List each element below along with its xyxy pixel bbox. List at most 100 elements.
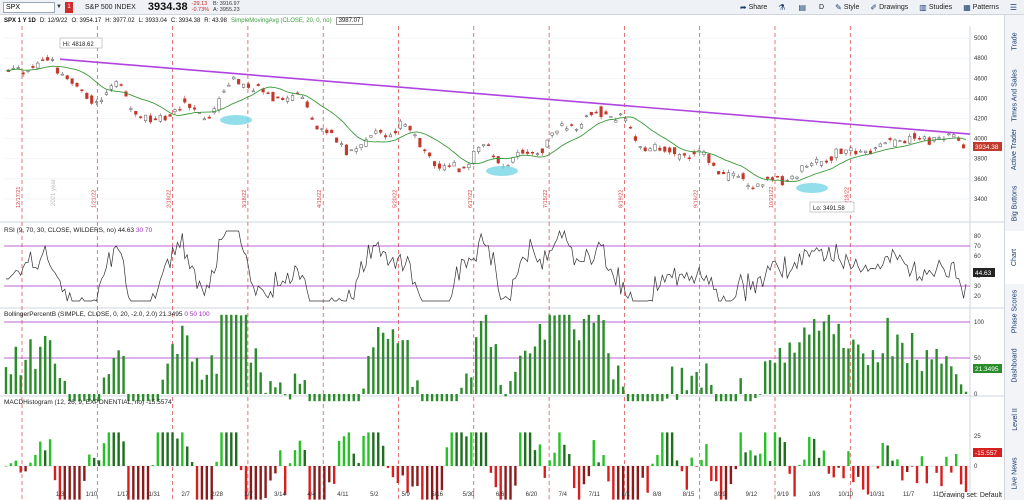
candle-body <box>315 125 319 130</box>
candle-body <box>246 83 250 88</box>
side-tab-chart[interactable]: Chart <box>1005 230 1024 285</box>
print-button[interactable]: ▤ <box>792 0 813 14</box>
macd-bar <box>568 454 571 466</box>
side-tab-active-trader[interactable]: Active Trader <box>1005 123 1024 177</box>
candle-body <box>482 144 486 147</box>
macd-bar <box>558 432 561 466</box>
side-tab-dashboard[interactable]: Dashboard <box>1005 338 1024 392</box>
side-tab-label: Phase Scores <box>1011 289 1019 334</box>
candle-body <box>237 79 241 85</box>
bpb-bar <box>695 371 698 394</box>
bpb-bar <box>920 371 924 394</box>
candle-body <box>388 134 393 138</box>
macd-bar <box>504 466 507 500</box>
candle-body <box>80 89 84 91</box>
bpb-bar <box>837 323 840 394</box>
bpb-bar <box>901 342 904 394</box>
candle-body <box>339 143 344 145</box>
chart-area[interactable]: 12/17/21 1/21/22 2/18/22 3/18/22 4/15/22 5/20… <box>0 26 1004 500</box>
rsi-study-label[interactable]: RSI (9, 70, 30, CLOSE, WILDERS, no) 44.6… <box>4 227 153 234</box>
bpb-bar <box>602 320 605 394</box>
menu-icon: ☰ <box>1009 2 1017 12</box>
side-tab-trade[interactable]: Trade <box>1005 15 1024 69</box>
bpb-bar <box>122 355 125 394</box>
macd-bar <box>910 466 914 467</box>
candle-body <box>526 151 530 154</box>
candle-body <box>290 95 295 101</box>
side-tab-live-news[interactable]: Live News <box>1005 446 1024 500</box>
macd-bar <box>239 466 243 471</box>
candle-body <box>134 111 138 115</box>
bpb-bar <box>435 394 439 402</box>
macd-bar <box>646 466 649 493</box>
side-tab-phase-scores[interactable]: Phase Scores <box>1005 284 1024 338</box>
studies-button[interactable]: ▥ Studies <box>913 0 957 14</box>
macd-tag <box>973 448 1002 457</box>
side-tab-label: Chart <box>1011 248 1019 267</box>
macd-bar <box>759 453 762 466</box>
macd-bar <box>313 466 316 500</box>
symbol-input[interactable] <box>3 1 55 13</box>
bpb-bar <box>337 394 341 402</box>
side-tab-times-and-sales[interactable]: Times And Sales <box>1005 69 1024 123</box>
macd-study-label[interactable]: MACDHistogram (12, 26, 9, EXPONENTIAL, n… <box>4 399 172 406</box>
bpb-bar <box>475 337 478 394</box>
macd-bar <box>58 466 62 500</box>
flask-button[interactable]: ⚗ <box>772 0 792 14</box>
macd-bar <box>146 466 150 500</box>
bpb-bar <box>68 394 71 402</box>
symbol-dropdown-icon[interactable]: ▼ <box>56 4 62 10</box>
bpb-bar <box>112 358 115 394</box>
info-date: D: 12/9/22 <box>39 18 68 24</box>
menu-button[interactable]: ☰ <box>1004 0 1024 14</box>
candle-body <box>398 120 402 129</box>
macd-bar <box>857 466 860 477</box>
candle-body <box>354 148 358 152</box>
candle-body <box>472 150 476 164</box>
bpb-bar <box>705 363 708 394</box>
macd-bar <box>548 460 551 466</box>
candle-body <box>962 144 966 149</box>
macd-tick-label: 0 <box>974 464 978 470</box>
macd-bar <box>553 452 556 466</box>
candle-body <box>379 129 383 133</box>
candle-body <box>178 108 182 111</box>
info-range: R: 43.98 <box>204 18 227 24</box>
patterns-button[interactable]: ▦ Patterns <box>957 0 1004 14</box>
drawings-button[interactable]: ✐ Drawings <box>864 0 913 14</box>
candle-body <box>668 147 672 153</box>
macd-bar <box>141 466 145 500</box>
candle-body <box>775 175 779 178</box>
bpb-bar <box>342 394 346 402</box>
candle-body <box>21 72 25 75</box>
macd-bar <box>744 452 747 466</box>
rsi-tick-label: 70 <box>974 244 981 250</box>
bpb-bar <box>734 394 737 402</box>
bpb-bar <box>323 394 326 402</box>
candle-body <box>653 144 657 151</box>
candle-body <box>403 124 407 127</box>
bpb-bar <box>925 350 929 394</box>
candle-body <box>609 116 613 118</box>
symbol-link-badge[interactable]: 1 <box>65 1 73 13</box>
bpb-bar <box>670 366 674 394</box>
bpb-study-label[interactable]: BollingerPercentB (SIMPLE, CLOSE, 0, 20,… <box>4 311 210 318</box>
time-tick-label: 9/19 <box>777 492 789 498</box>
share-button[interactable]: ➦ Share <box>734 0 772 14</box>
bpb-bar <box>607 353 610 394</box>
bpb-bar <box>827 314 831 394</box>
candle-body <box>550 132 554 136</box>
bpb-bar <box>842 347 845 394</box>
macd-bar <box>763 432 767 466</box>
drawing-set-label[interactable]: Drawing set: Default <box>938 492 1002 499</box>
style-button[interactable]: ✎ Style <box>829 0 864 14</box>
macd-bar <box>386 466 390 468</box>
bpb-bar <box>519 355 522 394</box>
sma-study-label[interactable]: SimpleMovingAvg (CLOSE, 20, 0, no) <box>230 18 332 24</box>
candle-body <box>917 137 922 140</box>
bpb-bar <box>783 362 786 394</box>
side-tab-level-ii[interactable]: Level II <box>1005 392 1024 446</box>
period-button[interactable]: D <box>813 0 829 14</box>
side-tab-big-buttons[interactable]: Big Buttons <box>1005 177 1024 231</box>
